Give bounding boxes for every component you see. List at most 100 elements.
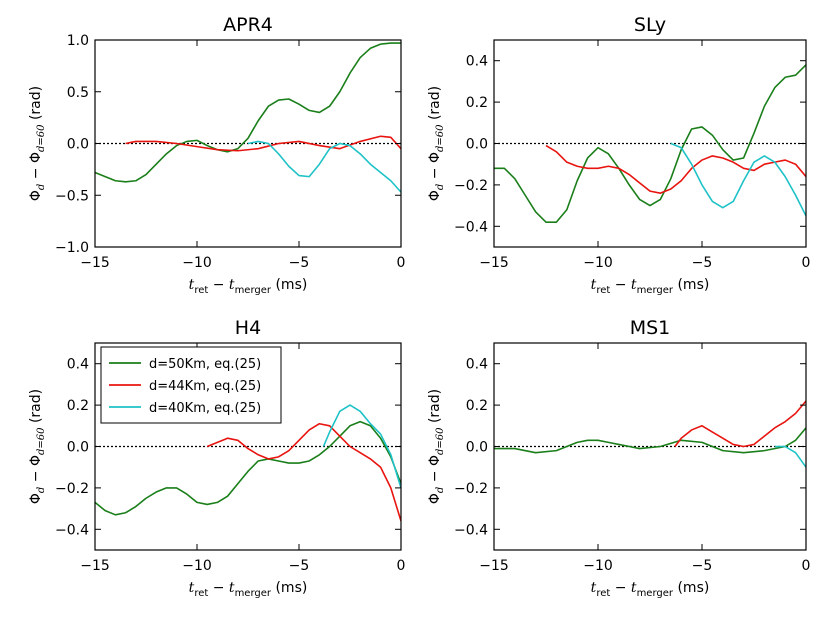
y-tick-label: −0.2 xyxy=(55,481,89,497)
y-tick-label: 0.4 xyxy=(466,357,488,373)
x-tick-label: 0 xyxy=(802,255,811,271)
y-tick-label: −0.5 xyxy=(55,188,89,204)
y-tick-label: −0.4 xyxy=(454,219,488,235)
y-tick-label: 0.0 xyxy=(466,440,488,456)
x-tick-label: −15 xyxy=(479,255,509,271)
y-label-minus: − Φ xyxy=(427,455,443,487)
y-axis-label: Φd − Φd=60 (rad) xyxy=(427,389,446,504)
y-tick-label: 0.2 xyxy=(466,398,488,414)
y-tick-label: −0.4 xyxy=(55,522,89,538)
x-label-sub-ret: ret xyxy=(194,588,208,599)
legend-label-d-44km-eq-25: d=44Km, eq.(25) xyxy=(149,379,261,394)
y-label-sub-d60: d=60 xyxy=(435,427,446,455)
x-label-sub-ret: ret xyxy=(596,285,610,296)
y-tick-label: −1.0 xyxy=(55,240,89,256)
y-label-sub-d60: d=60 xyxy=(435,124,446,152)
y-tick-label: 0.0 xyxy=(67,137,89,153)
x-label-sub-ret: ret xyxy=(596,588,610,599)
x-tick-label: −15 xyxy=(80,558,110,574)
x-label-units: (ms) xyxy=(673,580,709,596)
x-tick-label: −15 xyxy=(479,558,509,574)
x-tick-label: 0 xyxy=(802,558,811,574)
series-line-d-50km-eq-25 xyxy=(494,427,806,454)
x-label-sub-merger: merger xyxy=(235,588,272,599)
series-line-d-40km-eq-25 xyxy=(774,445,806,468)
y-label-units: (rad) xyxy=(427,389,443,428)
x-label-minus: − xyxy=(610,580,631,596)
x-label-sub-merger: merger xyxy=(637,588,674,599)
x-label-sub-merger: merger xyxy=(637,285,674,296)
x-tick-label: −15 xyxy=(80,255,110,271)
legend: d=50Km, eq.(25) d=44Km, eq.(25) d=40Km, eq… xyxy=(100,346,282,424)
y-label-minus: − Φ xyxy=(427,152,443,184)
x-label-units: (ms) xyxy=(271,277,307,293)
y-tick-label: 0.5 xyxy=(67,85,89,101)
x-tick-label: −5 xyxy=(692,558,713,574)
x-label-units: (ms) xyxy=(673,277,709,293)
x-axis-label: tret − tmerger (ms) xyxy=(591,277,710,296)
x-axis-label: tret − tmerger (ms) xyxy=(189,580,308,599)
series-line-d-44km-eq-25 xyxy=(206,422,401,522)
series-line-d-40km-eq-25 xyxy=(322,404,401,489)
x-axis-label: tret − tmerger (ms) xyxy=(591,580,710,599)
series-line-d-44km-eq-25 xyxy=(125,135,401,152)
x-tick-label: −5 xyxy=(289,255,310,271)
y-axis-label: Φd − Φd=60 (rad) xyxy=(28,86,47,201)
y-tick-label: 0.4 xyxy=(67,357,89,373)
y-tick-label: 0.0 xyxy=(67,440,89,456)
y-tick-label: 0.4 xyxy=(466,54,488,70)
x-label-t: t xyxy=(189,580,195,596)
y-label-minus: − Φ xyxy=(28,152,44,184)
x-label-t: t xyxy=(591,580,597,596)
y-label-phi: Φ xyxy=(28,190,44,201)
y-label-phi: Φ xyxy=(427,190,443,201)
x-label-t2: t xyxy=(631,277,637,293)
legend-label-d-50km-eq-25: d=50Km, eq.(25) xyxy=(149,357,261,372)
x-label-t: t xyxy=(189,277,195,293)
x-axis-label: tret − tmerger (ms) xyxy=(189,277,308,296)
y-label-sub-d: d xyxy=(435,487,446,493)
series-line-d-40km-eq-25 xyxy=(247,140,401,193)
series-line-d-50km-eq-25 xyxy=(95,42,401,183)
y-label-sub-d60: d=60 xyxy=(36,427,47,455)
series-line-d-44km-eq-25 xyxy=(674,400,806,448)
x-label-t: t xyxy=(591,277,597,293)
y-tick-label: 0.2 xyxy=(67,398,89,414)
series-line-d-50km-eq-25 xyxy=(494,64,806,223)
x-tick-label: −5 xyxy=(692,255,713,271)
series-line-d-44km-eq-25 xyxy=(545,144,806,194)
legend-label-d-40km-eq-25: d=40Km, eq.(25) xyxy=(149,401,261,416)
y-label-phi: Φ xyxy=(427,493,443,504)
y-tick-label: 0.2 xyxy=(466,95,488,111)
series-line-d-40km-eq-25 xyxy=(670,142,806,217)
y-tick-label: 0.0 xyxy=(466,137,488,153)
x-tick-label: −5 xyxy=(289,558,310,574)
x-tick-label: −10 xyxy=(182,558,212,574)
y-tick-label: −0.2 xyxy=(454,178,488,194)
x-label-t2: t xyxy=(229,580,235,596)
chart-title: SLy xyxy=(634,14,666,36)
y-label-sub-d: d xyxy=(36,184,47,190)
x-tick-label: 0 xyxy=(397,558,406,574)
x-label-minus: − xyxy=(208,580,229,596)
y-label-minus: − Φ xyxy=(28,455,44,487)
chart-title: H4 xyxy=(235,317,261,339)
x-label-sub-merger: merger xyxy=(235,285,272,296)
x-label-units: (ms) xyxy=(271,580,307,596)
chart-title: MS1 xyxy=(630,317,671,339)
y-label-units: (rad) xyxy=(427,86,443,125)
y-axis-label: Φd − Φd=60 (rad) xyxy=(427,86,446,201)
y-tick-label: −0.4 xyxy=(454,522,488,538)
y-label-sub-d: d xyxy=(435,184,446,190)
x-tick-label: −10 xyxy=(583,255,613,271)
x-label-t2: t xyxy=(631,580,637,596)
x-label-sub-ret: ret xyxy=(194,285,208,296)
x-tick-label: 0 xyxy=(397,255,406,271)
y-label-sub-d60: d=60 xyxy=(36,124,47,152)
y-tick-label: −0.2 xyxy=(454,481,488,497)
x-label-minus: − xyxy=(610,277,631,293)
